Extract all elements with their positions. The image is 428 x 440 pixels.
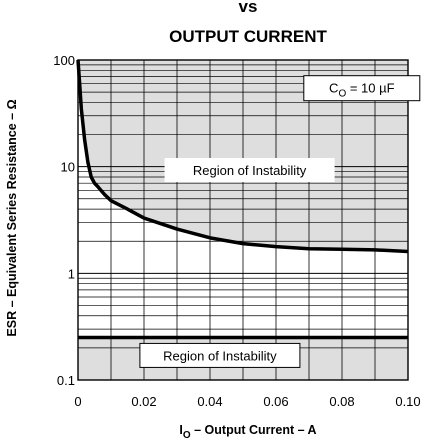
legend-value: = 10 µF (346, 81, 394, 96)
chart-title-line-1: vs (239, 0, 258, 16)
region-label-lower: Region of Instability (163, 348, 277, 363)
y-tick-label: 10 (61, 160, 75, 175)
chart-title-line-2: OUTPUT CURRENT (169, 27, 327, 46)
legend-symbol: C (329, 81, 338, 96)
x-tick-label: 0.02 (131, 394, 156, 409)
y-tick-label: 0.1 (57, 373, 75, 388)
region-label-box-upper (164, 158, 335, 183)
legend-box (303, 75, 421, 102)
x-tick-label: 0 (74, 394, 81, 409)
y-tick-label: 100 (53, 53, 75, 68)
upper-stability-boundary-curve (76, 59, 409, 254)
y-axis-label: ESR – Equivalent Series Resistance – Ω (5, 99, 19, 336)
x-axis-label-symbol: I (179, 423, 182, 437)
legend-entry: CO = 10 µF (329, 81, 395, 100)
x-axis-label-text: – Output Current – A (191, 423, 317, 437)
x-tick-label: 0.10 (395, 394, 420, 409)
x-tick-label: 0.06 (263, 394, 288, 409)
plot-frame (77, 59, 409, 381)
x-axis-label: IO – Output Current – A (179, 423, 316, 440)
region-label-box-lower (139, 342, 301, 368)
y-tick-label: 1 (68, 266, 75, 281)
region-label-upper: Region of Instability (193, 163, 307, 178)
plot-area: Region of Instability Region of Instabili… (53, 53, 420, 409)
x-axis-label-subscript: O (183, 430, 191, 440)
x-tick-label: 0.04 (197, 394, 222, 409)
legend-subscript: O (338, 89, 346, 100)
x-tick-label: 0.08 (329, 394, 354, 409)
